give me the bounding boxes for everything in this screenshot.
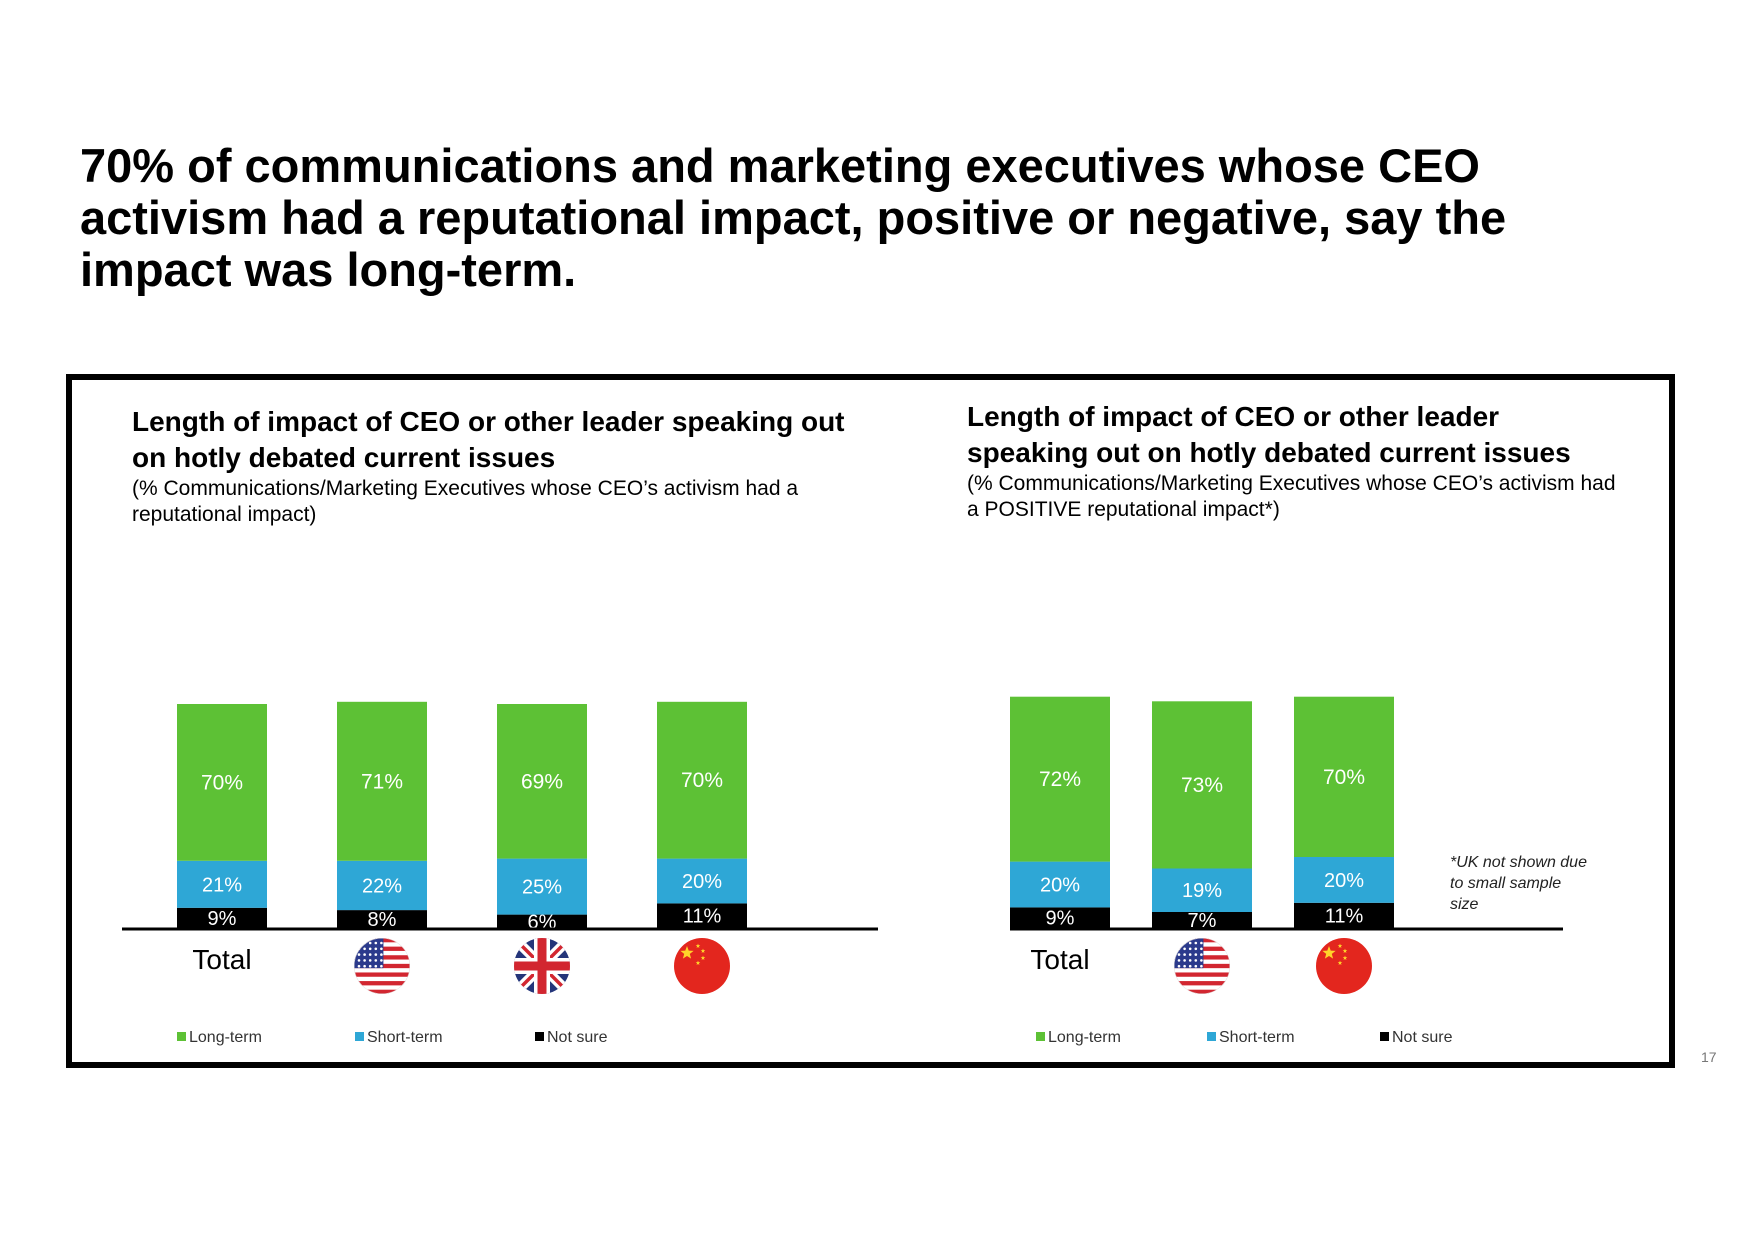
chart-1-title: Length of impact of CEO or other leader … (132, 406, 845, 473)
footnote: *UK not shown due to small sample size (1450, 854, 1587, 913)
page-number: 17 (1701, 1049, 1717, 1065)
chart-2-subtitle: (% Communications/Marketing Executives w… (967, 472, 1616, 521)
chart-frame (66, 374, 1675, 1068)
chart-2-title: Length of impact of CEO or other leader … (967, 401, 1571, 468)
chart-1-subtitle: (% Communications/Marketing Executives w… (132, 477, 799, 526)
page-headline: 70% of communications and marketing exec… (80, 139, 1507, 296)
